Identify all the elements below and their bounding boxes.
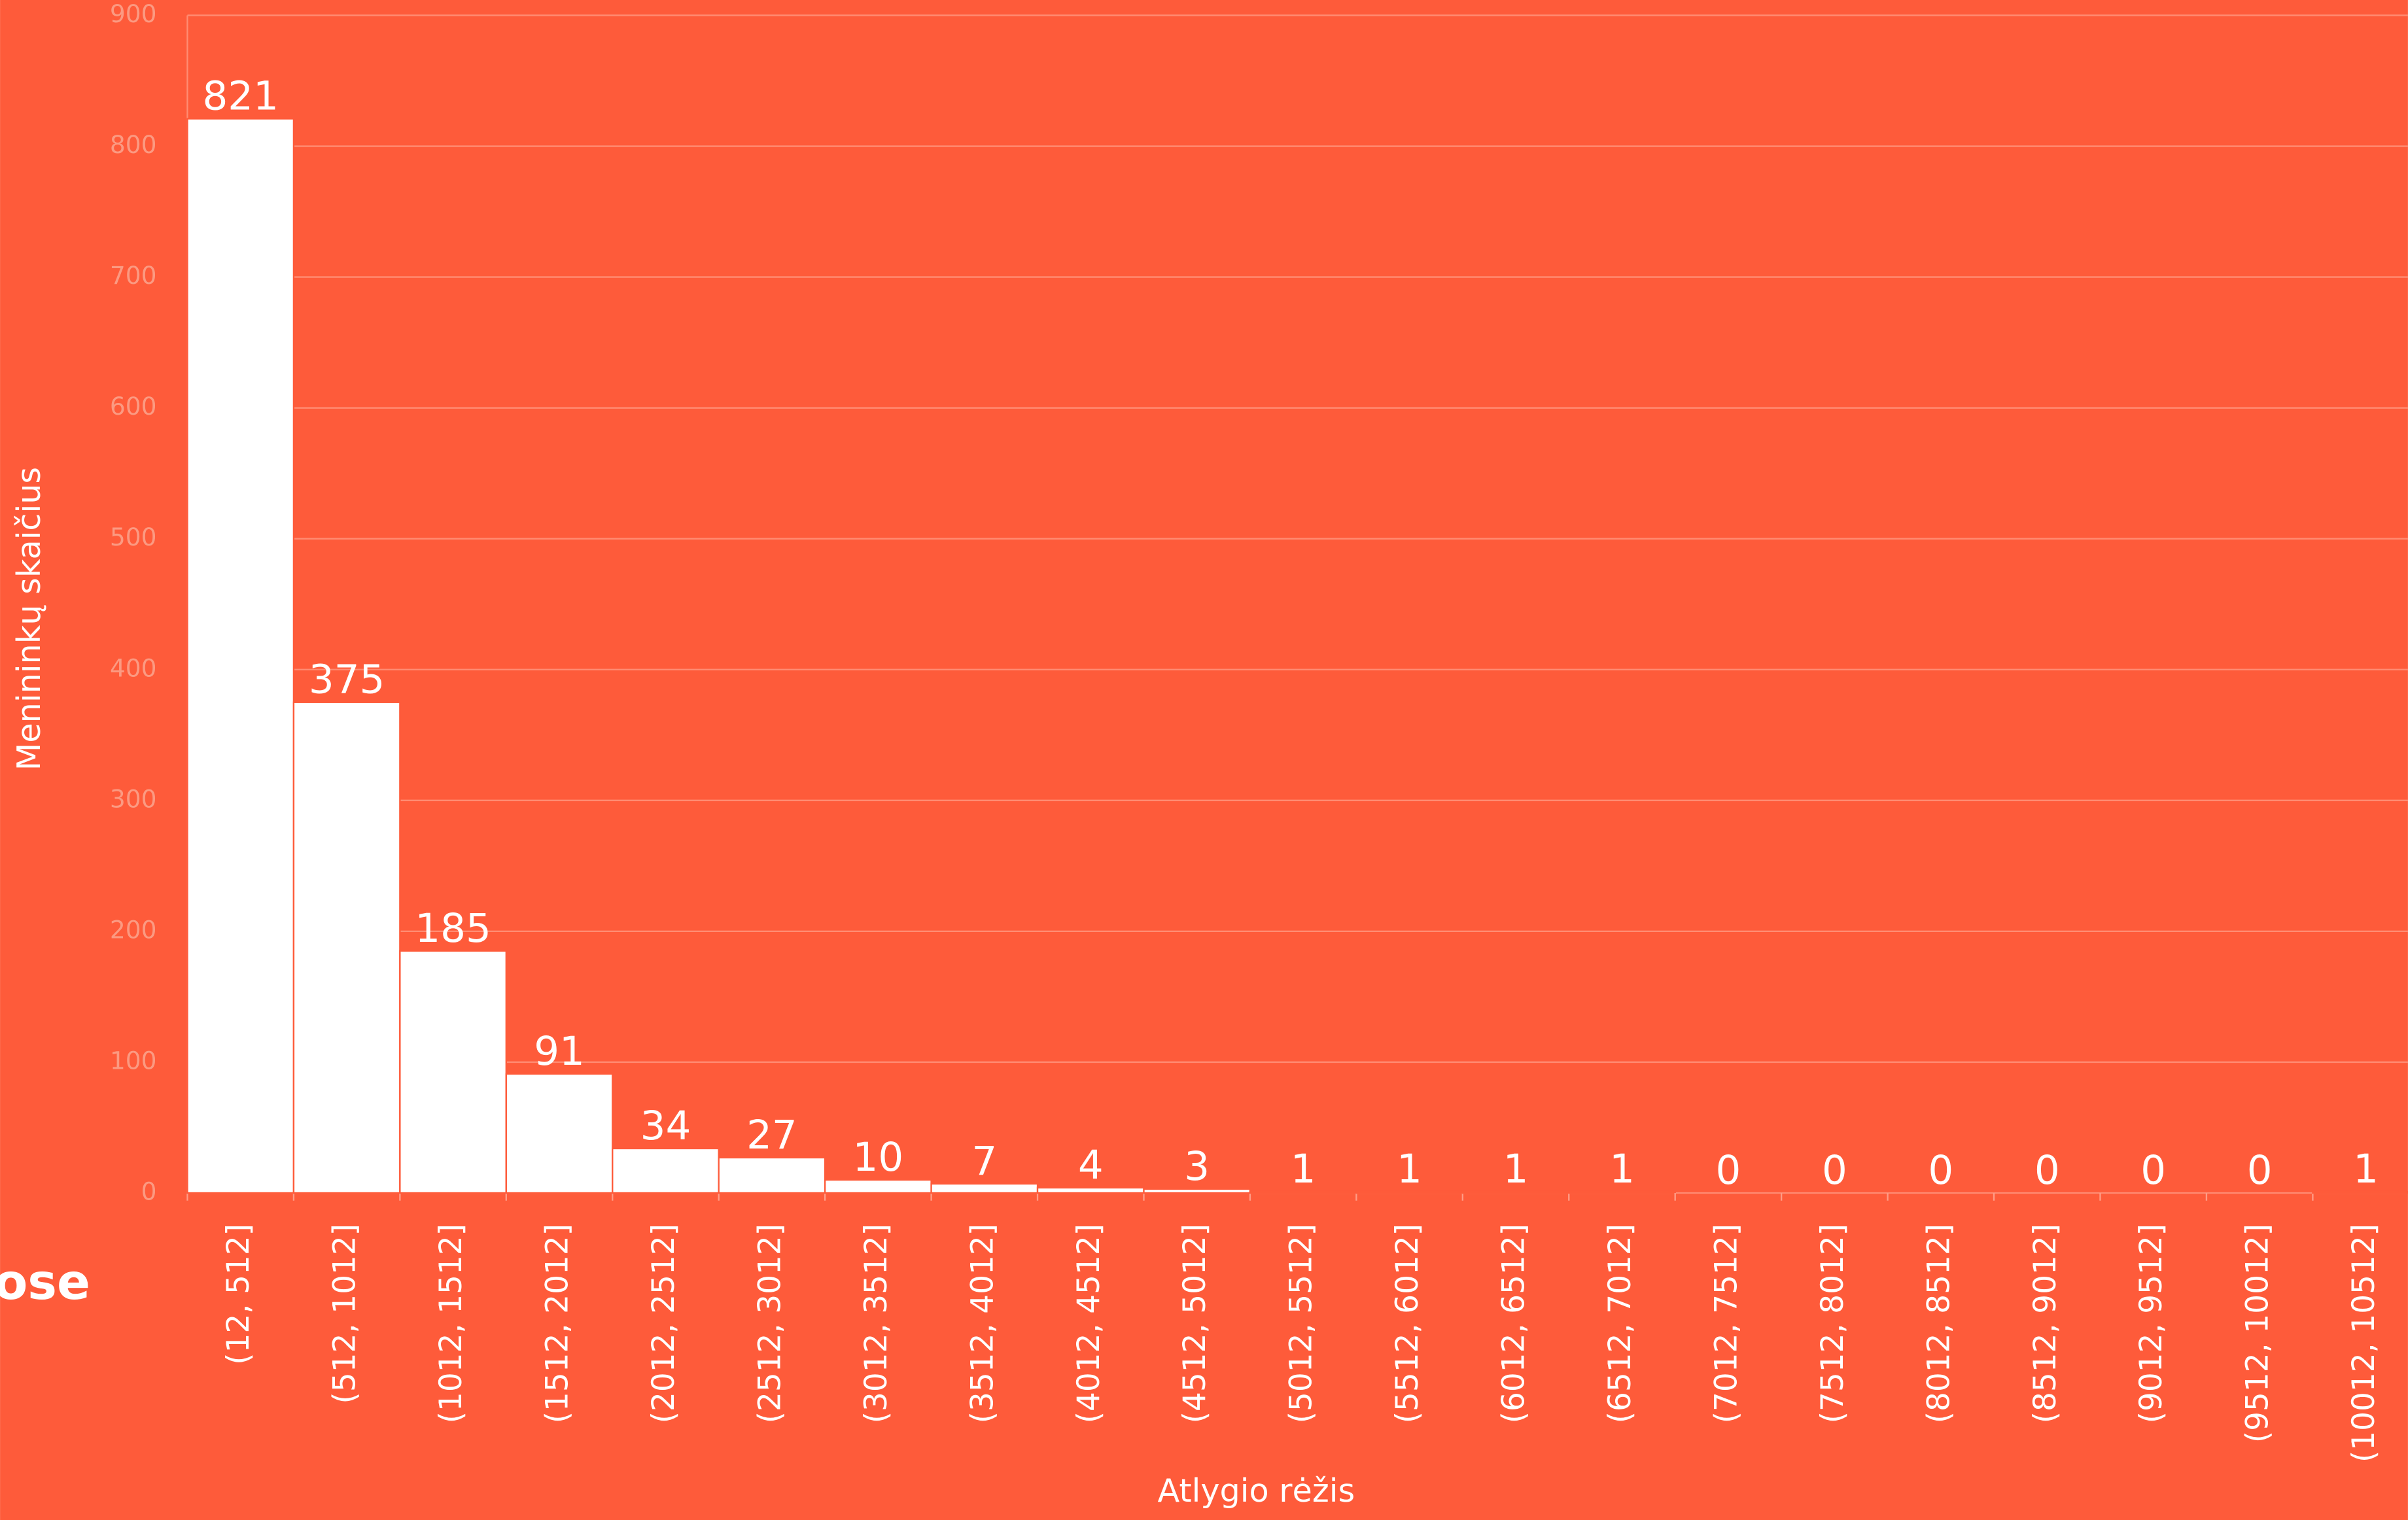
value-label: 0 <box>2034 1147 2060 1194</box>
y-tick-label: 600 <box>110 392 157 421</box>
x-tick-label: (9512, 10012] <box>2240 1224 2276 1443</box>
value-label: 1 <box>1291 1146 1316 1192</box>
x-tick-label: (12, 512] <box>220 1224 256 1365</box>
bar <box>824 1179 932 1194</box>
x-tick-label: (3012, 3512] <box>858 1224 894 1423</box>
y-tick-label: 900 <box>110 0 157 28</box>
bar <box>505 1073 614 1194</box>
bar <box>292 701 401 1194</box>
x-tick-label: (5012, 5512] <box>1283 1224 1319 1423</box>
value-label: 0 <box>1822 1147 1847 1194</box>
bar <box>612 1147 720 1194</box>
value-label: 185 <box>415 905 491 952</box>
x-tick-label: (3512, 4012] <box>964 1224 1000 1423</box>
value-label: 821 <box>202 73 278 119</box>
value-label: 7 <box>971 1138 997 1184</box>
value-label: 1 <box>1503 1146 1529 1192</box>
x-tick-label: (10012, 10512] <box>2346 1224 2382 1462</box>
y-tick-label: 400 <box>110 653 157 682</box>
x-tick-label: (4512, 5012] <box>1177 1224 1213 1423</box>
value-label: 91 <box>534 1028 585 1075</box>
bar <box>1568 1190 1676 1194</box>
bar <box>718 1156 826 1194</box>
y-tick-label: 100 <box>110 1046 157 1075</box>
bar <box>186 118 295 1194</box>
y-axis-title: Menininkų skaičius <box>10 467 48 770</box>
cropped-heading: ose <box>0 1253 90 1311</box>
x-tick-label: (1512, 2012] <box>540 1224 576 1423</box>
y-tick-label: 700 <box>110 261 157 290</box>
value-label: 3 <box>1184 1143 1210 1190</box>
value-label: 10 <box>853 1134 904 1181</box>
x-tick-label: (4012, 4512] <box>1071 1224 1107 1423</box>
x-tick-label: (7012, 7512] <box>1708 1224 1744 1423</box>
y-tick-label: 500 <box>110 523 157 551</box>
bar <box>930 1183 1039 1194</box>
value-label: 34 <box>640 1103 691 1149</box>
value-label: 0 <box>1716 1147 1741 1194</box>
x-tick-label: (2012, 2512] <box>646 1224 682 1423</box>
x-tick-label: (5512, 6012] <box>1389 1224 1425 1423</box>
bar <box>2312 1190 2408 1194</box>
x-tick-label: (9012, 9512] <box>2133 1224 2169 1423</box>
bar <box>1036 1186 1145 1194</box>
y-tick-label: 800 <box>110 130 157 159</box>
value-label: 1 <box>2353 1146 2379 1192</box>
y-tick-label: 200 <box>110 915 157 944</box>
value-label: 1 <box>1397 1146 1422 1192</box>
value-label: 0 <box>2247 1147 2273 1194</box>
x-tick-label: (512, 1012] <box>327 1224 363 1404</box>
x-tick-label: (8012, 8512] <box>1921 1224 1957 1423</box>
x-tick-label: (8512, 9012] <box>2027 1224 2063 1423</box>
value-label: 1 <box>1609 1146 1635 1192</box>
value-label: 0 <box>1928 1147 1953 1194</box>
x-axis-title: Atlygio rėžis <box>1157 1472 1355 1510</box>
y-tick-label: 0 <box>141 1177 157 1205</box>
bar <box>399 950 507 1194</box>
x-tick-label: (7512, 8012] <box>1815 1224 1851 1423</box>
x-tick-label: (2512, 3012] <box>752 1224 788 1423</box>
x-tick-label: (1012, 1512] <box>433 1224 469 1423</box>
value-label: 375 <box>309 657 385 703</box>
x-tick-label: (6512, 7012] <box>1602 1224 1638 1423</box>
y-tick-label: 300 <box>110 784 157 813</box>
x-tick-label: (6012, 6512] <box>1496 1224 1532 1423</box>
value-label: 4 <box>1078 1142 1104 1188</box>
value-label: 27 <box>746 1112 797 1158</box>
value-label: 0 <box>2140 1147 2166 1194</box>
